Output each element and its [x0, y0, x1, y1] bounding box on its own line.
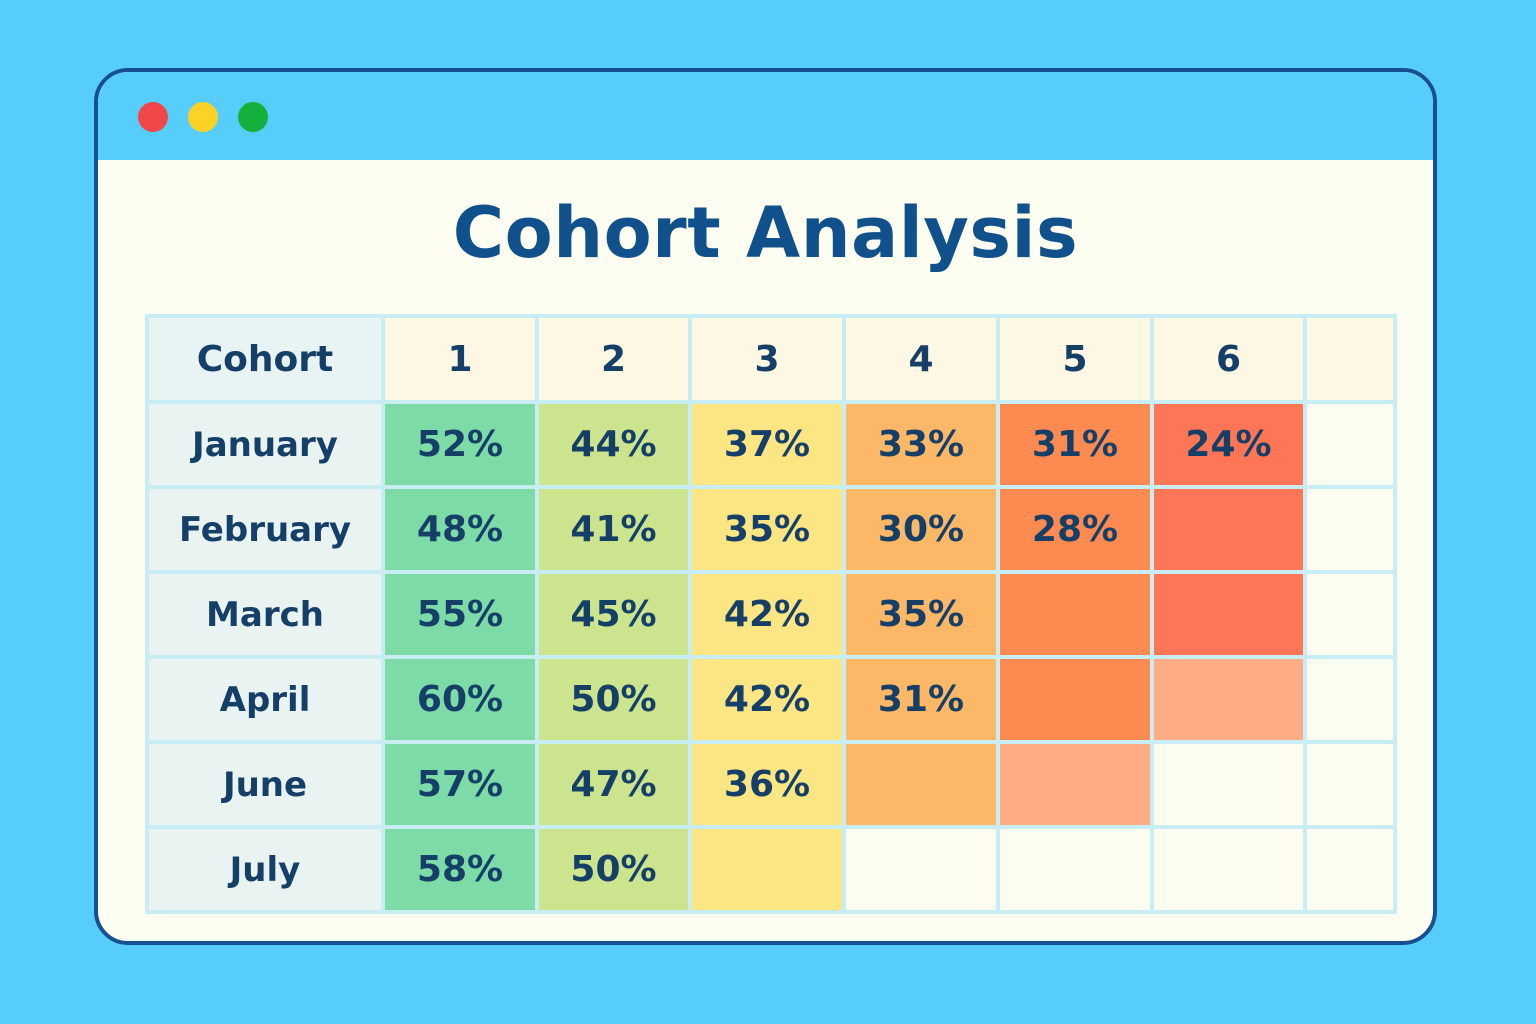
heatmap-cell: 50% — [535, 655, 692, 744]
heatmap-cell — [1150, 740, 1307, 829]
heatmap-cell — [1303, 400, 1397, 489]
heatmap-cell: 52% — [381, 400, 539, 489]
heatmap-cell — [996, 740, 1154, 829]
heatmap-cell — [1303, 570, 1397, 659]
heatmap-cell — [996, 570, 1154, 659]
heatmap-cell: 58% — [381, 825, 539, 914]
maximize-window-button[interactable] — [238, 102, 268, 132]
app-window: Cohort Analysis Cohort 1 2 3 4 5 6 Ja — [94, 68, 1437, 945]
column-header: 6 — [1150, 314, 1307, 404]
heatmap-cell: 42% — [688, 570, 846, 659]
heatmap-cell: 33% — [842, 400, 1000, 489]
minimize-window-button[interactable] — [188, 102, 218, 132]
heatmap-cell: 50% — [535, 825, 692, 914]
cohort-row-label: February — [145, 485, 385, 574]
heatmap-cell: 42% — [688, 655, 846, 744]
column-header: 2 — [535, 314, 692, 404]
column-header: 5 — [996, 314, 1154, 404]
heatmap-cell: 45% — [535, 570, 692, 659]
heatmap-cell — [1150, 570, 1307, 659]
heatmap-cell — [996, 655, 1154, 744]
heatmap-cell: 60% — [381, 655, 539, 744]
cohort-row-label: January — [145, 400, 385, 489]
cohort-row-label: July — [145, 825, 385, 914]
close-window-button[interactable] — [138, 102, 168, 132]
heatmap-cell: 31% — [996, 400, 1154, 489]
column-header: 1 — [381, 314, 539, 404]
heatmap-cell: 37% — [688, 400, 846, 489]
heatmap-cell: 35% — [842, 570, 1000, 659]
row-header-label: Cohort — [145, 314, 385, 404]
heatmap-cell — [842, 825, 1000, 914]
cohort-row-label: March — [145, 570, 385, 659]
table-row: February 48% 41% 35% 30% 28% — [145, 485, 1397, 574]
chart-title: Cohort Analysis — [452, 192, 1079, 274]
heatmap-cell: 41% — [535, 485, 692, 574]
table-row: January 52% 44% 37% 33% 31% 24% — [145, 400, 1397, 489]
column-header — [1303, 314, 1397, 404]
heatmap-cell: 36% — [688, 740, 846, 829]
heatmap-cell — [996, 825, 1154, 914]
heatmap-cell — [688, 825, 846, 914]
cohort-row-label: April — [145, 655, 385, 744]
heatmap-cell: 31% — [842, 655, 1000, 744]
heatmap-cell: 24% — [1150, 400, 1307, 489]
column-header: 4 — [842, 314, 1000, 404]
header-row: Cohort 1 2 3 4 5 6 — [145, 314, 1397, 404]
heatmap-cell — [1150, 655, 1307, 744]
heatmap-cell — [1150, 485, 1307, 574]
table-row: July 58% 50% — [145, 825, 1397, 914]
cohort-row-label: June — [145, 740, 385, 829]
heatmap-cell: 44% — [535, 400, 692, 489]
heatmap-cell — [1303, 655, 1397, 744]
table-row: June 57% 47% 36% — [145, 740, 1397, 829]
heatmap-cell — [1303, 825, 1397, 914]
window-titlebar — [98, 72, 1433, 160]
heatmap-cell: 48% — [381, 485, 539, 574]
cohort-heatmap-table: Cohort 1 2 3 4 5 6 January 52% 44% 37% 33% 31… — [145, 314, 1397, 914]
heatmap-cell: 28% — [996, 485, 1154, 574]
column-header: 3 — [688, 314, 846, 404]
table-row: March 55% 45% 42% 35% — [145, 570, 1397, 659]
heatmap-cell: 57% — [381, 740, 539, 829]
heatmap-cell — [1303, 485, 1397, 574]
table-body: January 52% 44% 37% 33% 31% 24% February 48% 41% 3… — [145, 400, 1397, 914]
heatmap-cell: 47% — [535, 740, 692, 829]
heatmap-cell: 55% — [381, 570, 539, 659]
heatmap-cell — [1303, 740, 1397, 829]
heatmap-cell — [1150, 825, 1307, 914]
heatmap-cell — [842, 740, 1000, 829]
table-row: April 60% 50% 42% 31% — [145, 655, 1397, 744]
heatmap-cell: 35% — [688, 485, 846, 574]
heatmap-cell: 30% — [842, 485, 1000, 574]
